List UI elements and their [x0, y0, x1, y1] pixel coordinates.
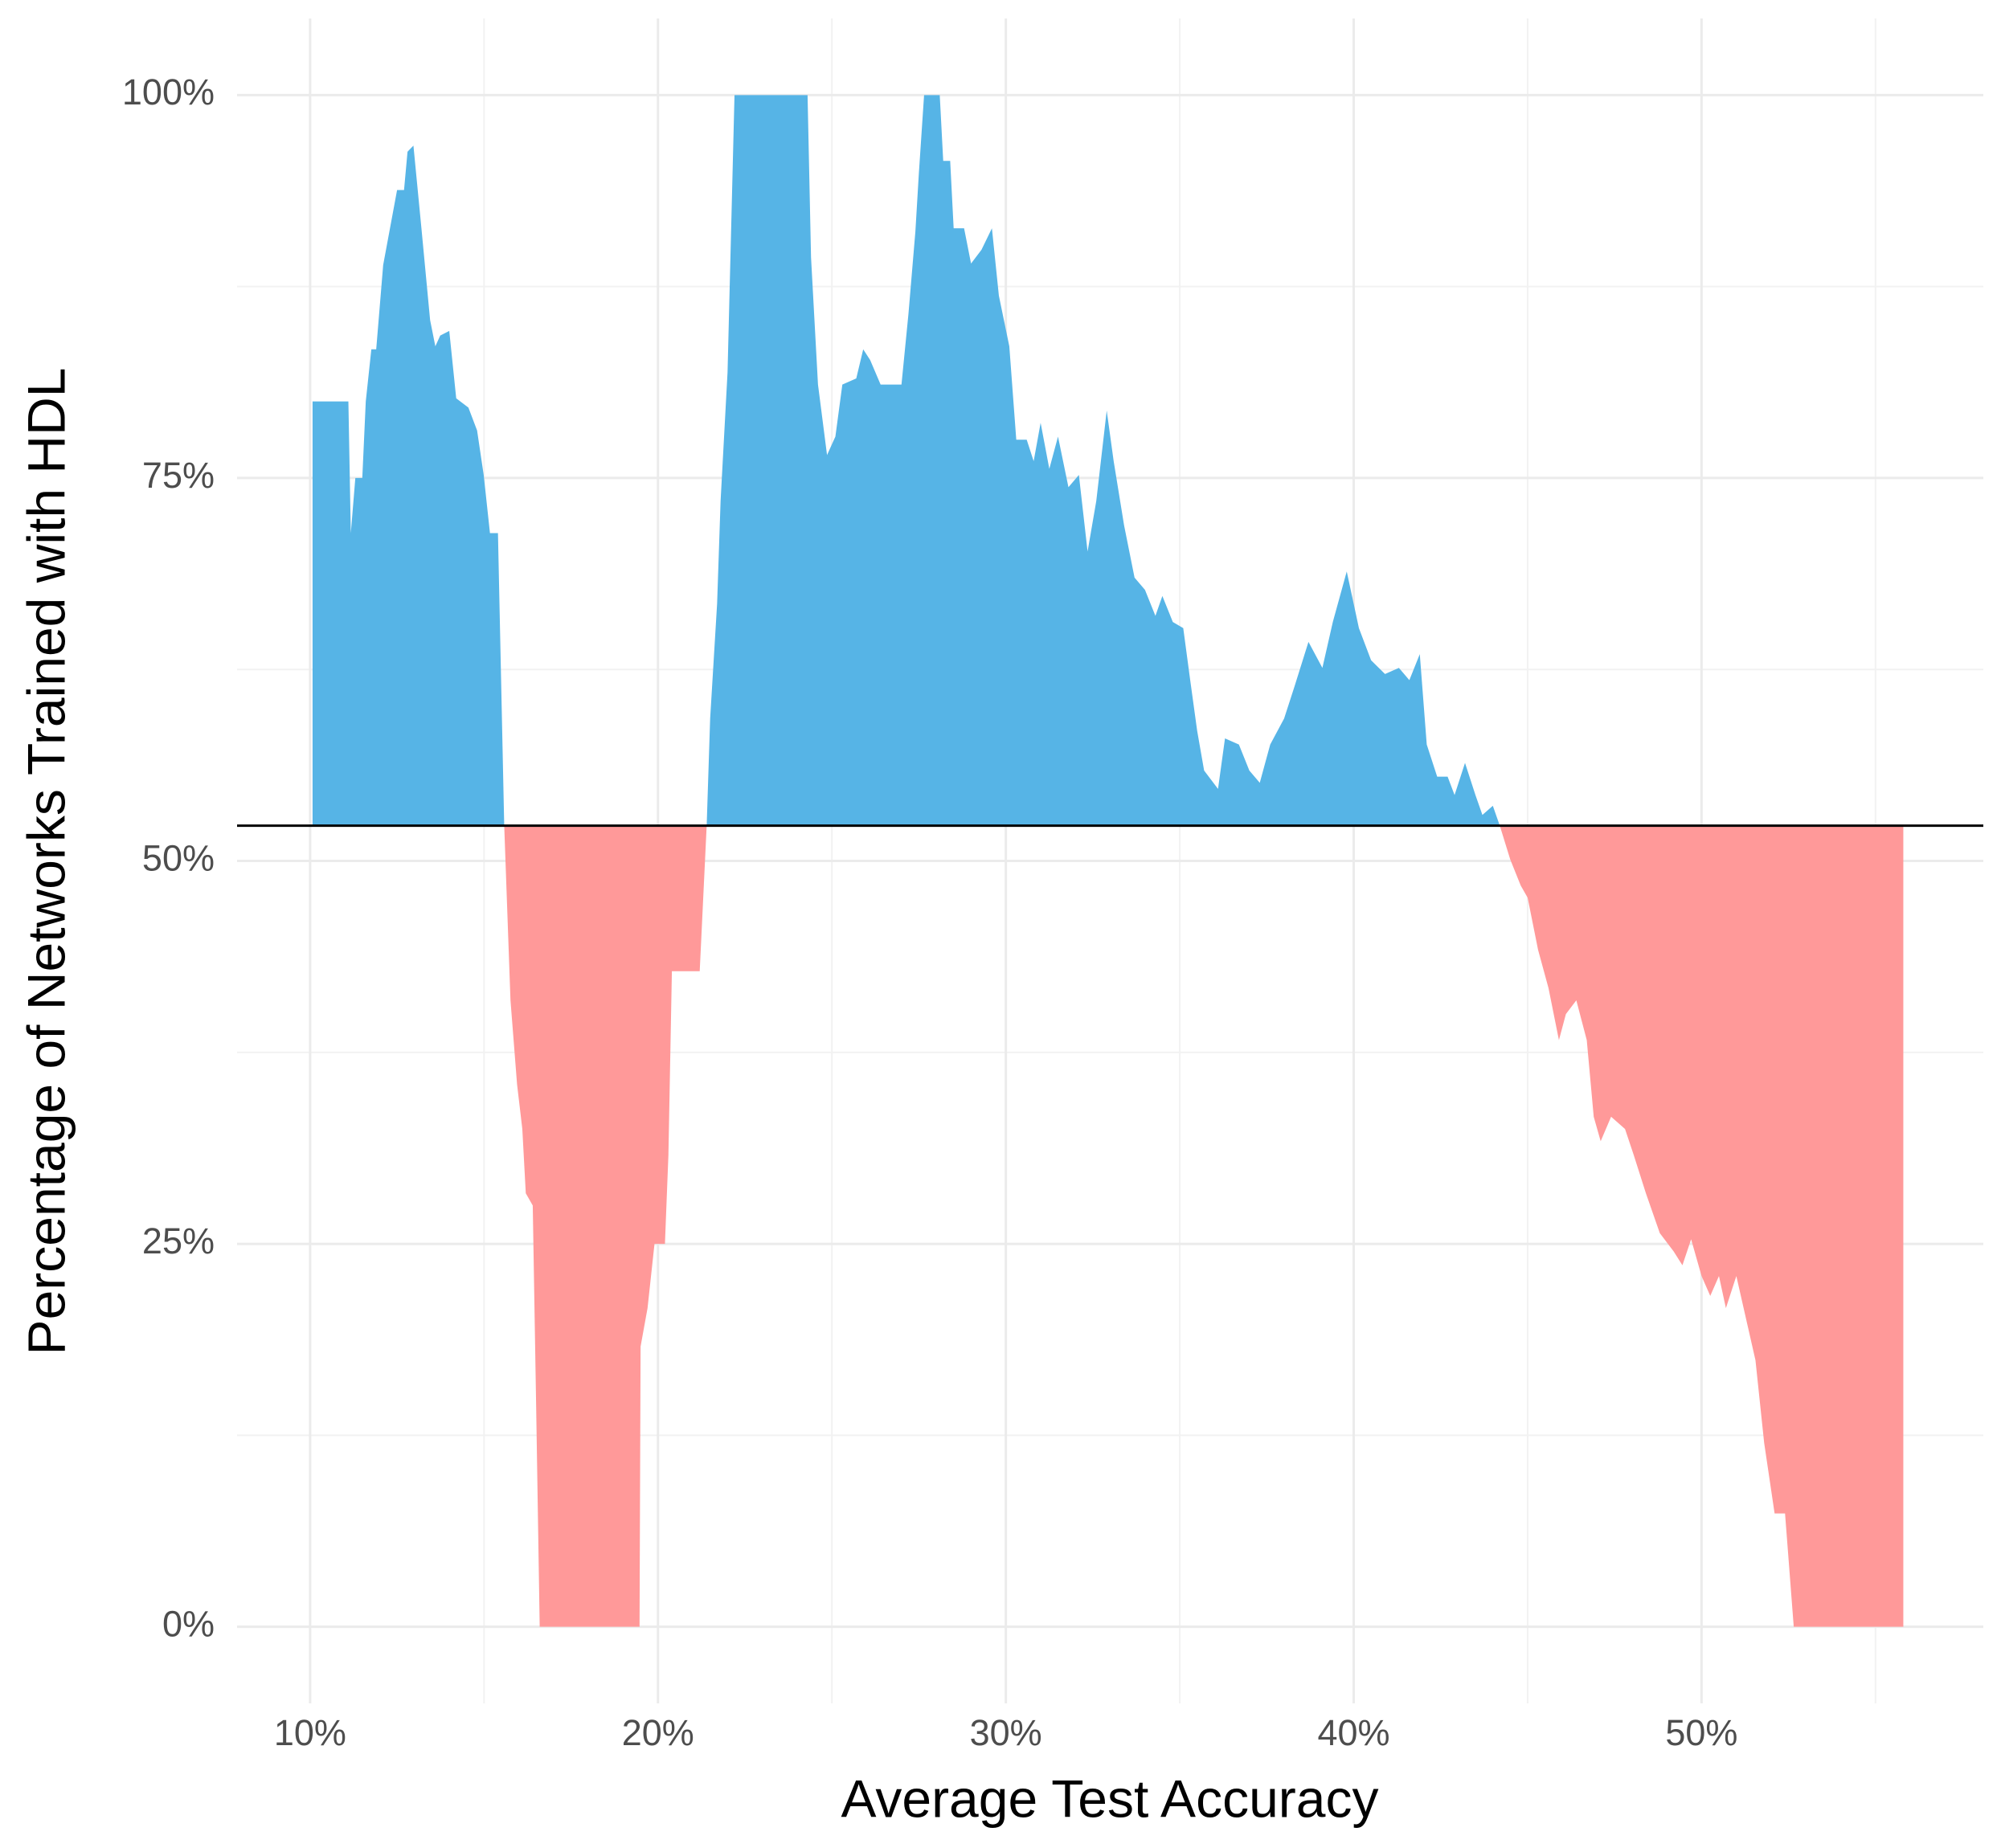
y-axis-title: Percentage of Networks Trained with HDL [16, 368, 76, 1355]
x-tick-label: 50% [1665, 1712, 1737, 1753]
y-tick-label: 25% [142, 1220, 215, 1261]
y-tick-label: 75% [142, 455, 215, 496]
x-tick-label: 20% [622, 1712, 694, 1753]
x-tick-label: 40% [1317, 1712, 1389, 1753]
y-tick-label: 100% [122, 72, 215, 112]
y-tick-label: 50% [142, 837, 215, 878]
x-tick-label: 10% [274, 1712, 346, 1753]
x-axis-title: Average Test Accuracy [841, 1768, 1379, 1828]
y-tick-label: 0% [162, 1604, 215, 1645]
x-tick-label: 30% [970, 1712, 1042, 1753]
area [312, 95, 1904, 1627]
